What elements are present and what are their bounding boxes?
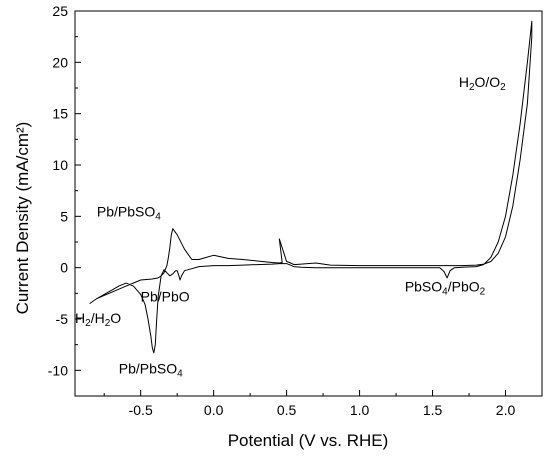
y-tick-label: 25 — [52, 3, 68, 19]
y-tick-label: 10 — [52, 157, 68, 173]
annotation-main: H — [459, 74, 469, 90]
annotation-sub2: 2 — [105, 318, 111, 329]
y-tick-label: 20 — [52, 54, 68, 70]
annotation-label: Pb/PbO — [141, 289, 190, 305]
annotation-main: Pb/PbO — [141, 289, 190, 305]
annotation-label: Pb/PbSO4 — [119, 360, 183, 379]
data-series — [89, 20, 533, 354]
annotation-main: PbSO — [405, 278, 442, 294]
y-tick-label: -10 — [48, 362, 68, 378]
x-tick-label: 1.5 — [423, 402, 443, 418]
annotation-sub: 4 — [155, 211, 161, 222]
annotation-label: Pb/PbSO4 — [97, 203, 161, 222]
annotation-tail: O/O — [475, 74, 501, 90]
x-tick-label: 0.5 — [277, 402, 297, 418]
annotation-main: Pb/PbSO — [119, 360, 177, 376]
y-tick-label: -5 — [56, 311, 69, 327]
y-tick-label: 15 — [52, 106, 68, 122]
x-tick-label: 0.0 — [204, 402, 224, 418]
annotation-sub: 4 — [177, 368, 183, 379]
cv-curve — [89, 20, 533, 354]
x-tick-label: 2.0 — [496, 402, 516, 418]
annotation-tail: /PbO — [448, 278, 480, 294]
y-axis-title: Current Density (mA/cm²) — [13, 122, 32, 315]
annotation-main: Pb/PbSO — [97, 203, 155, 219]
y-tick-label: 0 — [60, 260, 68, 276]
annotation-sub: 2 — [469, 82, 475, 93]
plot-frame — [74, 10, 543, 397]
annotation-sub2: 2 — [480, 286, 486, 297]
annotation-label: H2O/O2 — [459, 74, 506, 93]
annotation-label: H2/H2O — [75, 310, 121, 329]
axis-ticks: -0.5 0.0 0.5 1.0 1.5 2.0 -10 -5 0 5 10 15 20 25 — [48, 3, 543, 418]
annotation-tail2: O — [110, 310, 121, 326]
x-tick-label: 1.0 — [350, 402, 370, 418]
y-tick-label: 5 — [60, 208, 68, 224]
annotation-sub2: 2 — [500, 82, 506, 93]
annotation-label: PbSO4/PbO2 — [405, 278, 486, 297]
annotations: Pb/PbSO4Pb/PbOH2/H2OPb/PbSO4PbSO4/PbO2H2… — [75, 74, 506, 379]
x-tick-label: -0.5 — [129, 402, 153, 418]
annotation-tail: /H — [91, 310, 105, 326]
annotation-main: H — [75, 310, 85, 326]
x-axis-title: Potential (V vs. RHE) — [228, 431, 389, 450]
annotation-sub: 2 — [85, 318, 91, 329]
annotation-sub: 4 — [442, 286, 448, 297]
